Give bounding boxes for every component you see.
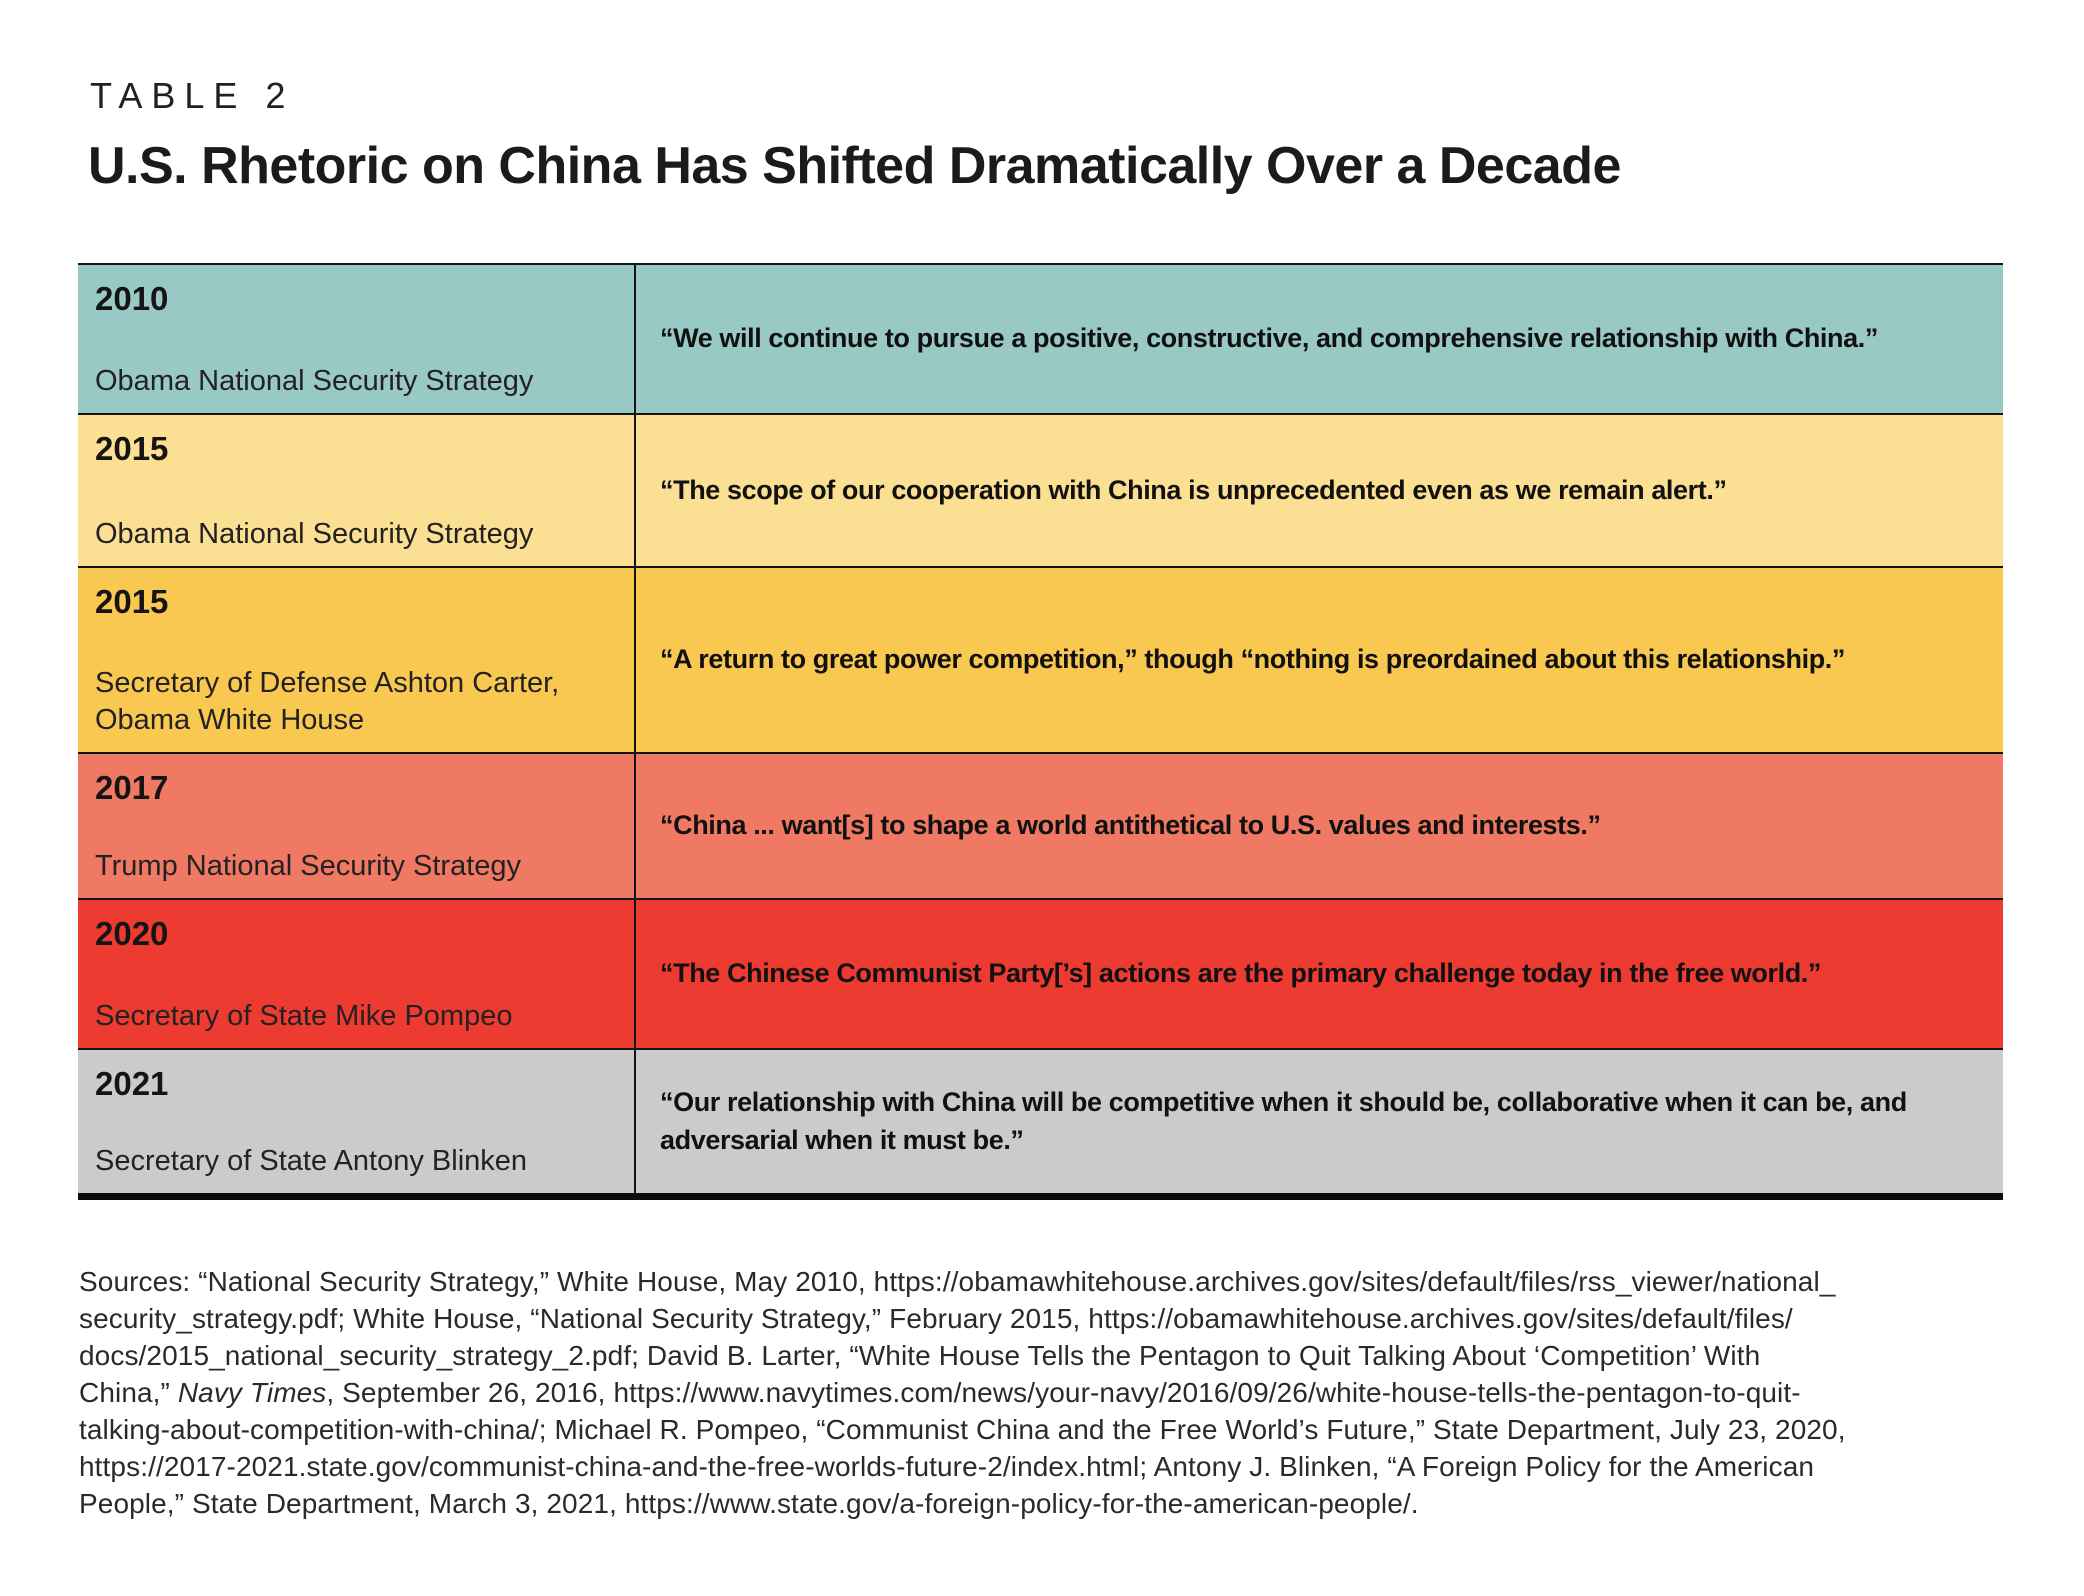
year-source-cell: 2015 Obama National Security Strategy bbox=[78, 415, 636, 566]
year-label: 2015 bbox=[95, 430, 169, 467]
sources-line: People,” State Department, March 3, 2021… bbox=[79, 1485, 2039, 1522]
source-label: Obama National Security Strategy bbox=[95, 365, 534, 398]
sources-text: People,” State Department, March 3, 2021… bbox=[79, 1488, 1419, 1519]
sources-text: , September 26, 2016, https://www.navyti… bbox=[326, 1377, 1801, 1408]
source-label: Secretary of State Antony Blinken bbox=[95, 1145, 528, 1178]
quote-text: “China ... want[s] to shape a world anti… bbox=[660, 810, 1601, 841]
sources-text: docs/2015_national_security_strategy_2.p… bbox=[79, 1340, 1761, 1371]
rhetoric-table: 2010 Obama National Security Strategy “We … bbox=[78, 263, 2003, 1200]
table-row: 2015 Secretary of Defense Ashton Carter, … bbox=[78, 568, 2003, 754]
sources-text: security_strategy.pdf; White House, “Nat… bbox=[79, 1303, 1793, 1334]
table-kicker: TABLE 2 bbox=[90, 75, 295, 116]
table-row: 2017 Trump National Security Strategy “Chi… bbox=[78, 754, 2003, 900]
quote-text: “The scope of our cooperation with China… bbox=[660, 474, 1727, 505]
sources-line: China,” Navy Times, September 26, 2016, … bbox=[79, 1374, 2039, 1411]
publication-name: Navy Times bbox=[177, 1377, 327, 1408]
table-row: 2021 Secretary of State Antony Blinken “Ou… bbox=[78, 1050, 2003, 1193]
table-row: 2020 Secretary of State Mike Pompeo “The C… bbox=[78, 900, 2003, 1050]
quote-text: “We will continue to pursue a positive, … bbox=[660, 323, 1878, 354]
year-label: 2020 bbox=[95, 915, 169, 952]
source-label: Trump National Security Strategy bbox=[95, 850, 522, 883]
year-source-cell: 2010 Obama National Security Strategy bbox=[78, 265, 636, 413]
sources-note: Sources: “National Security Strategy,” W… bbox=[79, 1263, 2039, 1522]
year-source-cell: 2015 Secretary of Defense Ashton Carter, … bbox=[78, 568, 636, 752]
sources-text: https://2017-2021.state.gov/communist-ch… bbox=[79, 1451, 1815, 1482]
year-label: 2015 bbox=[95, 583, 169, 620]
quote-cell: “A return to great power competition,” t… bbox=[636, 568, 2003, 752]
source-label: Secretary of State Mike Pompeo bbox=[95, 1000, 513, 1033]
year-label: 2021 bbox=[95, 1065, 169, 1102]
sources-line: security_strategy.pdf; White House, “Nat… bbox=[79, 1300, 2039, 1337]
source-label: Secretary of Defense Ashton Carter, Obam… bbox=[95, 666, 560, 737]
quote-text: “A return to great power competition,” t… bbox=[660, 644, 1846, 675]
sources-line: https://2017-2021.state.gov/communist-ch… bbox=[79, 1448, 2039, 1485]
table-row: 2015 Obama National Security Strategy “The… bbox=[78, 415, 2003, 568]
sources-text: talking-about-competition-with-china/; M… bbox=[79, 1414, 1846, 1445]
quote-text: “Our relationship with China will be com… bbox=[660, 1086, 1907, 1155]
year-label: 2010 bbox=[95, 280, 169, 317]
source-label: Obama National Security Strategy bbox=[95, 518, 534, 551]
year-label: 2017 bbox=[95, 769, 169, 806]
quote-cell: “China ... want[s] to shape a world anti… bbox=[636, 754, 2003, 898]
page-title: U.S. Rhetoric on China Has Shifted Drama… bbox=[88, 137, 1621, 195]
sources-text: China,” bbox=[79, 1377, 178, 1408]
sources-text: Sources: “National Security Strategy,” W… bbox=[79, 1266, 1836, 1297]
year-source-cell: 2021 Secretary of State Antony Blinken bbox=[78, 1050, 636, 1193]
sources-line: docs/2015_national_security_strategy_2.p… bbox=[79, 1337, 2039, 1374]
table-row: 2010 Obama National Security Strategy “We … bbox=[78, 265, 2003, 415]
quote-cell: “We will continue to pursue a positive, … bbox=[636, 265, 2003, 413]
quote-text: “The Chinese Communist Party[’s] actions… bbox=[660, 958, 1821, 989]
quote-cell: “The scope of our cooperation with China… bbox=[636, 415, 2003, 566]
sources-line: Sources: “National Security Strategy,” W… bbox=[79, 1263, 2039, 1300]
year-source-cell: 2020 Secretary of State Mike Pompeo bbox=[78, 900, 636, 1048]
quote-cell: “The Chinese Communist Party[’s] actions… bbox=[636, 900, 2003, 1048]
year-source-cell: 2017 Trump National Security Strategy bbox=[78, 754, 636, 898]
sources-line: talking-about-competition-with-china/; M… bbox=[79, 1411, 2039, 1448]
quote-cell: “Our relationship with China will be com… bbox=[636, 1050, 2003, 1193]
